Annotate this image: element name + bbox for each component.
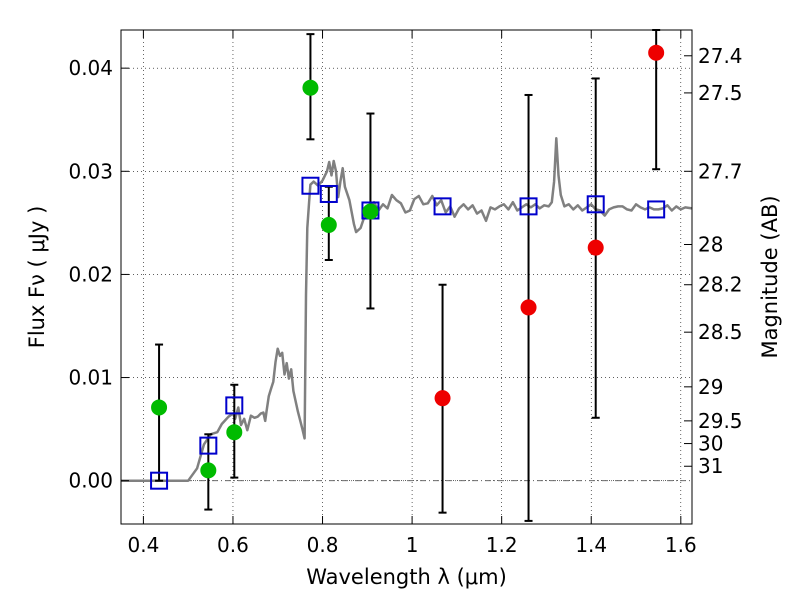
non-detection-point: [434, 390, 451, 407]
y2-tick-label: 28: [698, 233, 723, 257]
model-photometry-point: [433, 197, 452, 216]
y2-tick-label: 27.5: [698, 81, 743, 105]
y2-tick-label: 31: [698, 454, 723, 478]
detection-point: [320, 216, 337, 233]
x-tick-label: 1: [406, 533, 419, 557]
x-tick-label: 1.2: [486, 533, 518, 557]
y2-tick-label: 29.5: [698, 409, 743, 433]
y2-tick-label: 28.2: [698, 273, 743, 297]
detection-point: [302, 79, 319, 96]
x-tick-label: 1.6: [665, 533, 697, 557]
detection-point: [200, 462, 217, 479]
y2-axis-label: Magnitude (AB): [758, 195, 782, 358]
y2-tick-label: 28.5: [698, 320, 743, 344]
model-photometry-point: [150, 471, 169, 490]
x-tick-label: 0.4: [127, 533, 159, 557]
plot-frame: [120, 29, 693, 525]
y-tick-label: 0.04: [68, 56, 113, 80]
non-detection-point: [648, 44, 665, 61]
y2-tick-label: 30: [698, 432, 723, 456]
y2-tick-label: 29: [698, 375, 723, 399]
model-photometry-point: [225, 396, 244, 415]
y-axis-label: Flux Fν ( μJy ): [25, 206, 49, 349]
y-tick-label: 0.02: [68, 262, 113, 286]
y-tick-label: 0.00: [68, 469, 113, 493]
non-detection-point: [520, 299, 537, 316]
template-spectrum: [121, 137, 693, 482]
y2-tick-label: 27.4: [698, 44, 743, 68]
x-tick-label: 0.8: [307, 533, 339, 557]
detection-point: [226, 424, 243, 441]
model-photometry-point: [519, 197, 538, 216]
model-photometry-point: [586, 195, 605, 214]
observed-flux-markers: [151, 44, 665, 479]
x-axis-ticks: 0.4 0.6 0.8 1 1.2 1.4 1.6: [127, 30, 697, 557]
y2-tick-label: 27.7: [698, 159, 743, 183]
non-detection-point: [587, 239, 604, 256]
model-photometry-point: [319, 184, 338, 203]
model-photometry-point: [199, 436, 218, 455]
x-axis-label: Wavelength λ (μm): [306, 565, 507, 589]
detection-point: [362, 203, 379, 220]
detection-point: [151, 399, 168, 416]
y-tick-label: 0.01: [68, 366, 113, 390]
spectrum-line: [121, 137, 693, 482]
model-photometry-point: [301, 176, 320, 195]
y-tick-label: 0.03: [68, 159, 113, 183]
y-axis-ticks: 0.00 0.01 0.02 0.03 0.04: [68, 56, 129, 493]
x-tick-label: 0.6: [217, 533, 249, 557]
model-photometry-point: [647, 200, 666, 219]
x-tick-label: 1.4: [575, 533, 607, 557]
